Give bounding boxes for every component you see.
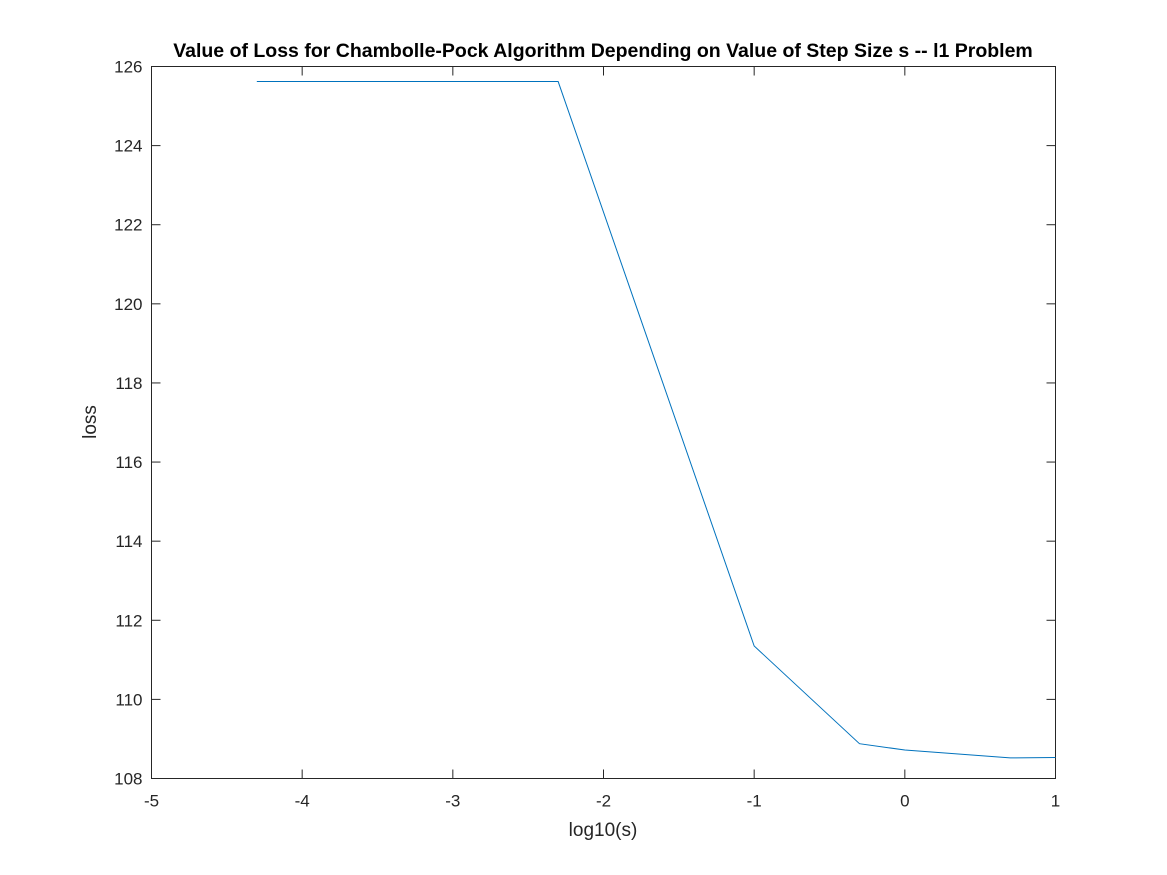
x-tick-label: -2 xyxy=(596,792,611,811)
x-tick-label: 1 xyxy=(1051,792,1060,811)
y-tick-label: 112 xyxy=(115,611,142,630)
series-line xyxy=(256,81,1056,759)
y-tick-label: 114 xyxy=(115,532,142,551)
chart-title: Value of Loss for Chambolle-Pock Algorit… xyxy=(173,40,1033,62)
y-tick-label: 122 xyxy=(114,216,142,235)
y-axis-label: loss xyxy=(80,405,101,439)
y-tick-label: 124 xyxy=(114,137,142,156)
y-tick-label: 118 xyxy=(115,374,142,393)
y-tick-label: 120 xyxy=(114,295,142,314)
plot-area-box xyxy=(151,66,1056,779)
series-layer xyxy=(256,81,1056,759)
x-tick-label: -1 xyxy=(747,792,762,811)
y-tick-label: 108 xyxy=(114,770,142,789)
x-axis-ticks: -5 -4 -3 -2 -1 0 1 xyxy=(144,66,1060,811)
x-tick-label: -4 xyxy=(295,792,310,811)
x-tick-label: -5 xyxy=(144,792,159,811)
x-tick-label: 0 xyxy=(900,792,909,811)
y-axis-ticks: 108 110 112 114 116 118 120 122 124 126 xyxy=(114,58,1056,789)
x-axis-label: log10(s) xyxy=(569,820,638,841)
x-tick-label: -3 xyxy=(445,792,460,811)
y-tick-label: 116 xyxy=(115,453,142,472)
y-tick-label: 126 xyxy=(114,58,142,77)
y-tick-label: 110 xyxy=(115,690,142,709)
